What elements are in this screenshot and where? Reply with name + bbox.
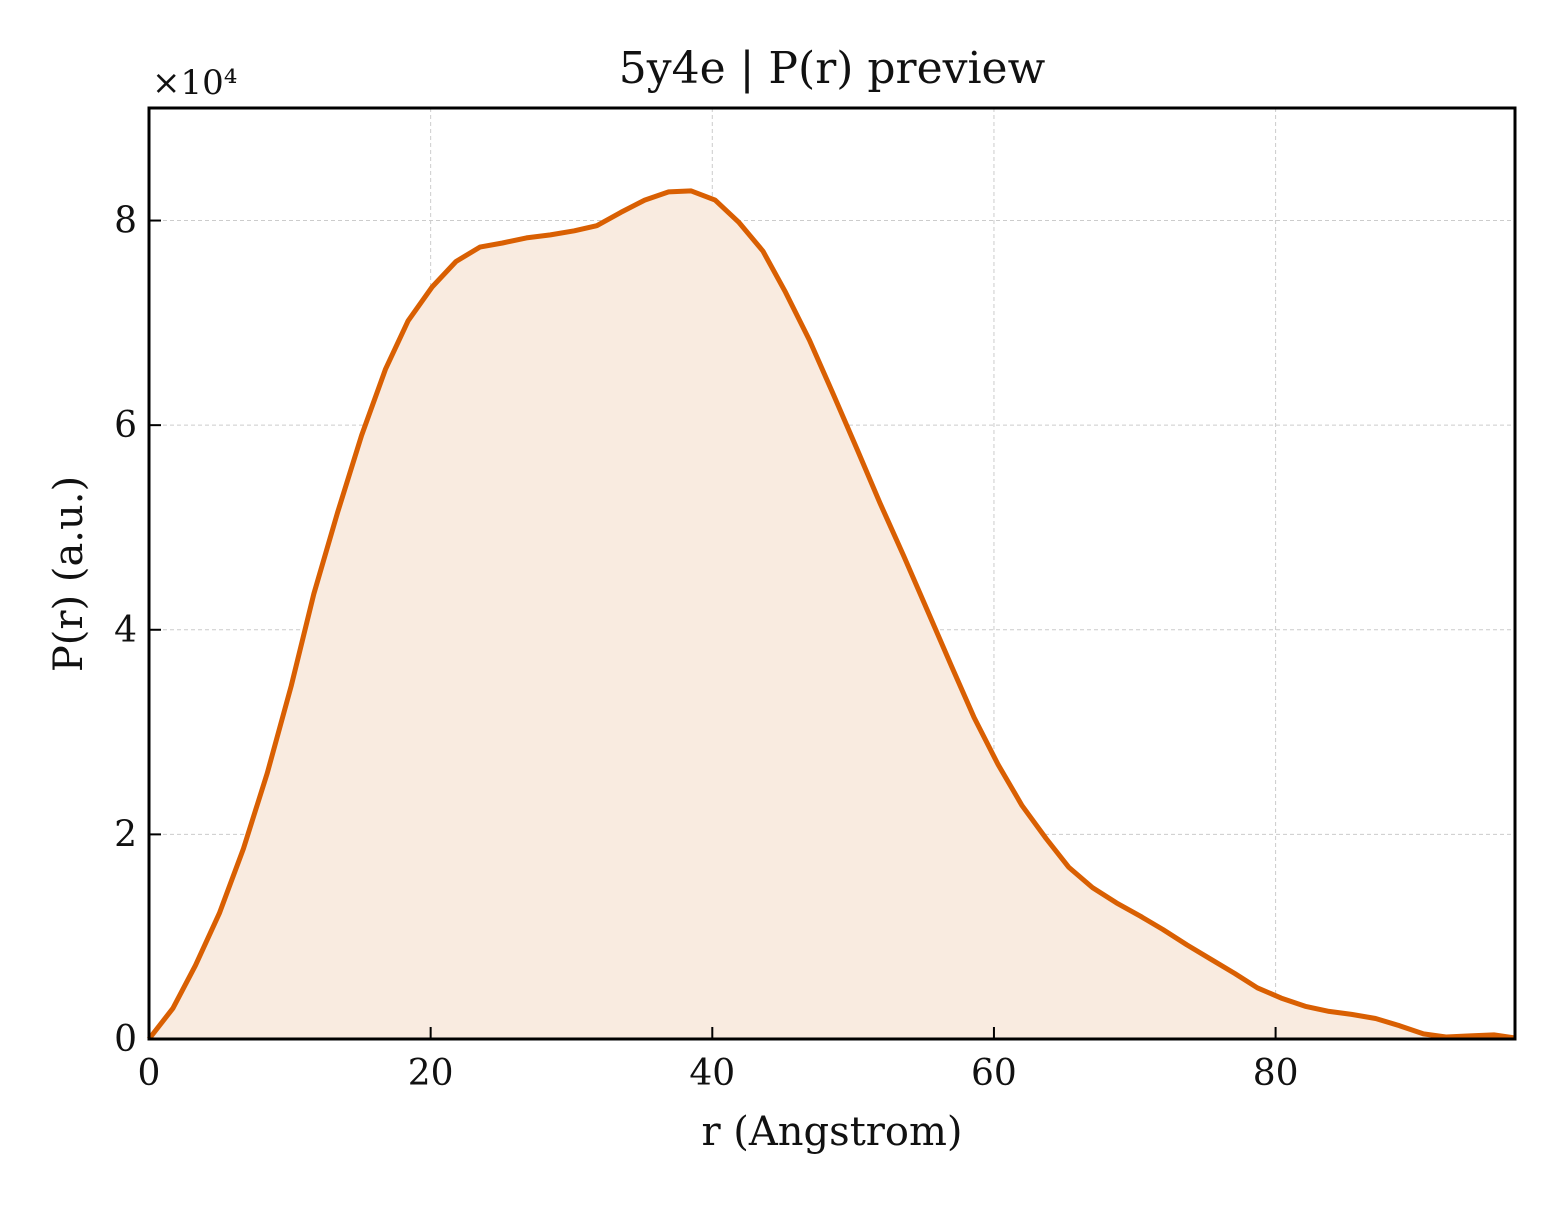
x-tick-label: 40 — [689, 1053, 735, 1094]
y-tick-label: 8 — [114, 201, 137, 242]
x-tick-label: 60 — [971, 1053, 1017, 1094]
plot-frame — [147, 106, 1517, 1041]
area-fill — [149, 190, 1515, 1039]
y-tick-label: 2 — [114, 814, 137, 855]
chart-title: 5y4e | P(r) preview — [619, 43, 1046, 94]
y-tick-label: 4 — [114, 610, 137, 651]
series-line — [147, 188, 1516, 1041]
x-axis-label: r (Angstrom) — [701, 1109, 962, 1155]
x-tick-label: 0 — [138, 1053, 161, 1094]
y-axis-label: P(r) (a.u.) — [46, 476, 92, 672]
x-tick-label: 20 — [408, 1053, 454, 1094]
axis-ticks: 0 20 40 60 80 0 2 4 6 8 — [114, 201, 1298, 1094]
y-scale-label: ×10⁴ — [152, 63, 237, 103]
y-tick-label: 6 — [114, 405, 137, 446]
y-tick-label: 0 — [114, 1019, 137, 1060]
x-tick-label: 80 — [1253, 1053, 1299, 1094]
